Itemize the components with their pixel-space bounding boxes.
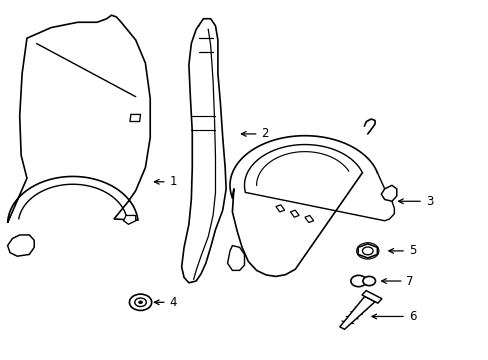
Text: 1: 1 bbox=[154, 175, 177, 188]
Circle shape bbox=[362, 276, 375, 285]
Text: 5: 5 bbox=[388, 244, 415, 257]
Polygon shape bbox=[339, 296, 374, 329]
Polygon shape bbox=[227, 246, 244, 270]
Text: 2: 2 bbox=[241, 127, 268, 140]
Polygon shape bbox=[275, 205, 284, 212]
Circle shape bbox=[350, 275, 366, 287]
Text: 4: 4 bbox=[154, 296, 177, 309]
Polygon shape bbox=[290, 210, 299, 217]
Polygon shape bbox=[8, 15, 150, 222]
Polygon shape bbox=[305, 215, 313, 222]
Polygon shape bbox=[381, 185, 396, 201]
Text: 3: 3 bbox=[398, 195, 432, 208]
Polygon shape bbox=[361, 291, 381, 303]
Text: 6: 6 bbox=[371, 310, 415, 323]
Circle shape bbox=[138, 301, 142, 304]
Polygon shape bbox=[8, 235, 34, 256]
Circle shape bbox=[129, 294, 151, 310]
Text: 7: 7 bbox=[381, 275, 413, 288]
Polygon shape bbox=[229, 136, 393, 276]
Polygon shape bbox=[357, 244, 377, 258]
Polygon shape bbox=[123, 215, 136, 224]
Polygon shape bbox=[130, 114, 140, 122]
